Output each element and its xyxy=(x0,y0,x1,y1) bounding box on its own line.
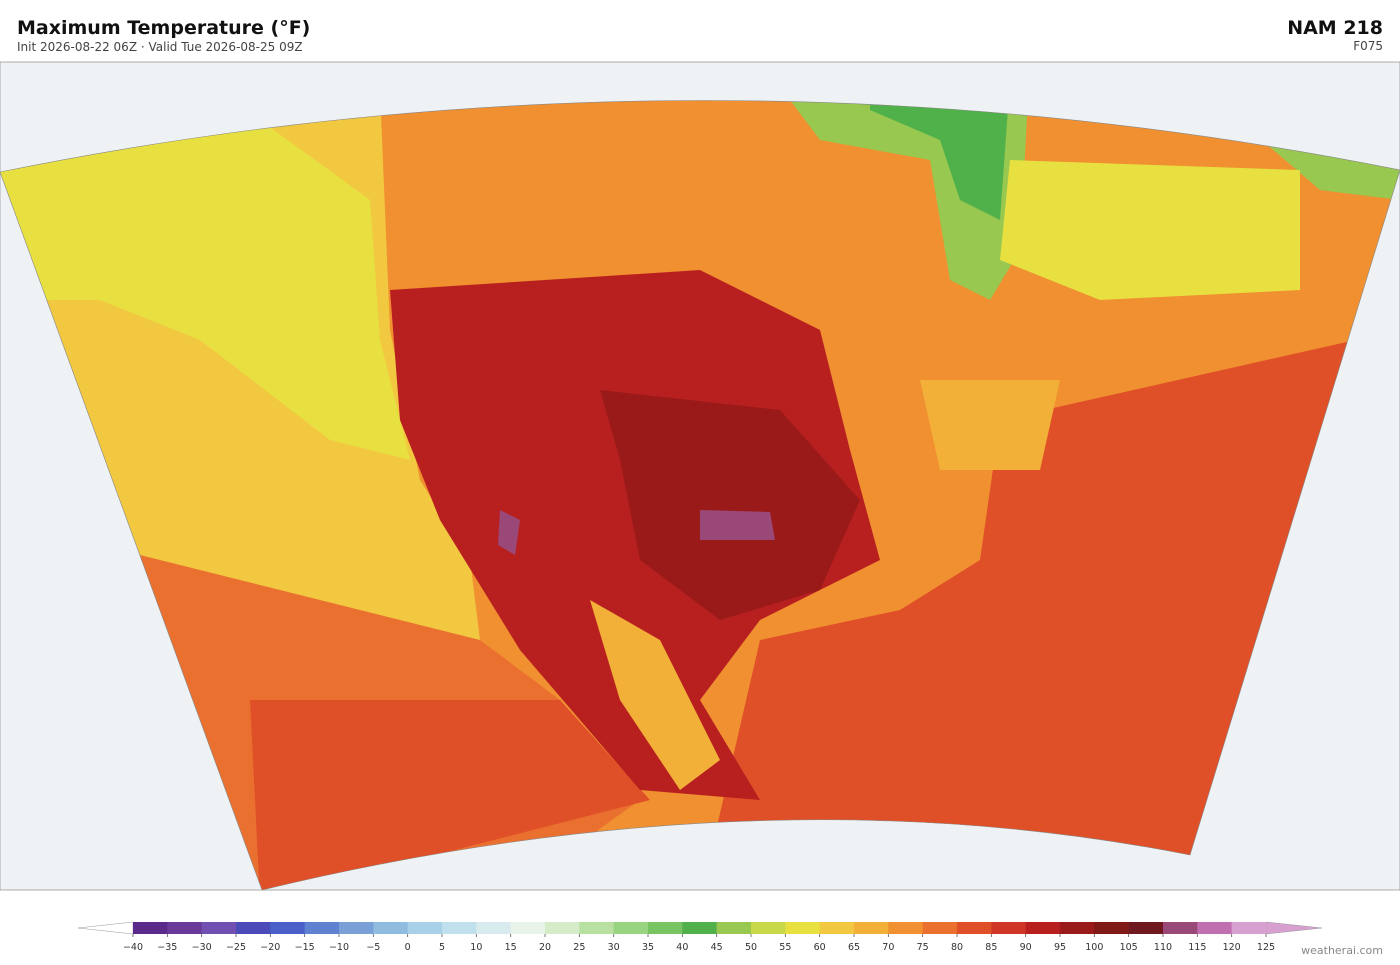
subtitle: Init 2026-08-22 06Z · Valid Tue 2026-08-… xyxy=(17,40,303,54)
colorbar-tick-label: −15 xyxy=(295,942,315,953)
colorbar-tick-label: 85 xyxy=(985,942,997,953)
colorbar-tick-label: 120 xyxy=(1223,942,1241,953)
colorbar-segment xyxy=(442,922,477,934)
colorbar-segment xyxy=(304,922,340,934)
colorbar-segment xyxy=(476,922,511,934)
colorbar-tick-label: −10 xyxy=(329,942,349,953)
colorbar-segment xyxy=(1094,922,1129,934)
colorbar-segment xyxy=(1197,922,1232,934)
colorbar-segment xyxy=(339,922,374,934)
colorbar-tick-label: 100 xyxy=(1085,942,1103,953)
colorbar-tick-label: −5 xyxy=(366,942,380,953)
colorbar-tick-label: −25 xyxy=(226,942,246,953)
colorbar-tick-label: 0 xyxy=(405,942,411,953)
colorbar-under xyxy=(77,921,134,935)
colorbar-segment xyxy=(957,922,992,934)
colorbar-tick-label: 105 xyxy=(1120,942,1138,953)
colorbar-segment xyxy=(373,922,408,934)
colorbar-tick-label: 10 xyxy=(470,942,482,953)
colorbar-segment xyxy=(716,922,752,934)
colorbar-segment xyxy=(1163,922,1198,934)
colorbar-tick-label: −40 xyxy=(123,942,143,953)
colorbar-tick-label: 15 xyxy=(505,942,517,953)
colorbar-segment xyxy=(888,922,923,934)
colorbar-tick-label: 45 xyxy=(711,942,723,953)
colorbar-tick-label: 55 xyxy=(779,942,791,953)
colorbar-segment xyxy=(270,922,305,934)
colorbar-segment xyxy=(682,922,717,934)
colorbar-tick-label: 95 xyxy=(1054,942,1066,953)
colorbar-segment xyxy=(201,922,237,934)
colorbar-segment xyxy=(1128,922,1164,934)
colorbar-tick-label: 50 xyxy=(745,942,757,953)
colorbar-segment xyxy=(407,922,443,934)
colorbar-tick-label: −20 xyxy=(260,942,280,953)
forecast-hour: F075 xyxy=(1353,39,1383,53)
colorbar-tick-label: 20 xyxy=(539,942,551,953)
colorbar-tick-label: 115 xyxy=(1188,942,1206,953)
watermark: weatherai.com xyxy=(1301,944,1383,957)
map xyxy=(0,61,1400,891)
model-name: NAM 218 xyxy=(1287,17,1383,39)
title: Maximum Temperature (°F) xyxy=(17,17,310,39)
colorbar-segment xyxy=(1060,922,1095,934)
colorbar-tick-label: 110 xyxy=(1154,942,1172,953)
colorbar-tick-label: 65 xyxy=(848,942,860,953)
colorbar-tick-label: 5 xyxy=(439,942,445,953)
colorbar-tick-label: 75 xyxy=(917,942,929,953)
colorbar-segment xyxy=(167,922,202,934)
colorbar-segment xyxy=(819,922,855,934)
colorbar-tick-label: 90 xyxy=(1020,942,1032,953)
colorbar-segment xyxy=(1025,922,1061,934)
colorbar-segment xyxy=(751,922,786,934)
colorbar-segment xyxy=(991,922,1026,934)
colorbar-segment xyxy=(613,922,649,934)
colorbar-tick-label: 70 xyxy=(882,942,894,953)
colorbar-tick-label: 60 xyxy=(814,942,826,953)
colorbar-tick-label: 35 xyxy=(642,942,654,953)
colorbar-segment xyxy=(236,922,271,934)
colorbar-tick-label: 80 xyxy=(951,942,963,953)
colorbar-segment xyxy=(545,922,580,934)
colorbar-segment xyxy=(854,922,889,934)
colorbar: −40 −35 −30 −25 −20 −15 −10 −5 0 5 10 15 20 25 30 35 40 4… xyxy=(77,921,1323,953)
colorbar-tick-label: 25 xyxy=(573,942,585,953)
colorbar-segment xyxy=(648,922,683,934)
colorbar-tick-label: 30 xyxy=(608,942,620,953)
colorbar-over xyxy=(1265,921,1323,935)
colorbar-segment xyxy=(1231,922,1267,934)
colorbar-segment xyxy=(133,922,168,934)
colorbar-tick-label: −30 xyxy=(192,942,212,953)
colorbar-segment xyxy=(785,922,820,934)
colorbar-segment xyxy=(510,922,546,934)
colorbar-tick-label: 125 xyxy=(1257,942,1275,953)
colorbar-tick-label: −35 xyxy=(157,942,177,953)
colorbar-segment xyxy=(922,922,958,934)
colorbar-segment xyxy=(579,922,614,934)
colorbar-tick-label: 40 xyxy=(676,942,688,953)
